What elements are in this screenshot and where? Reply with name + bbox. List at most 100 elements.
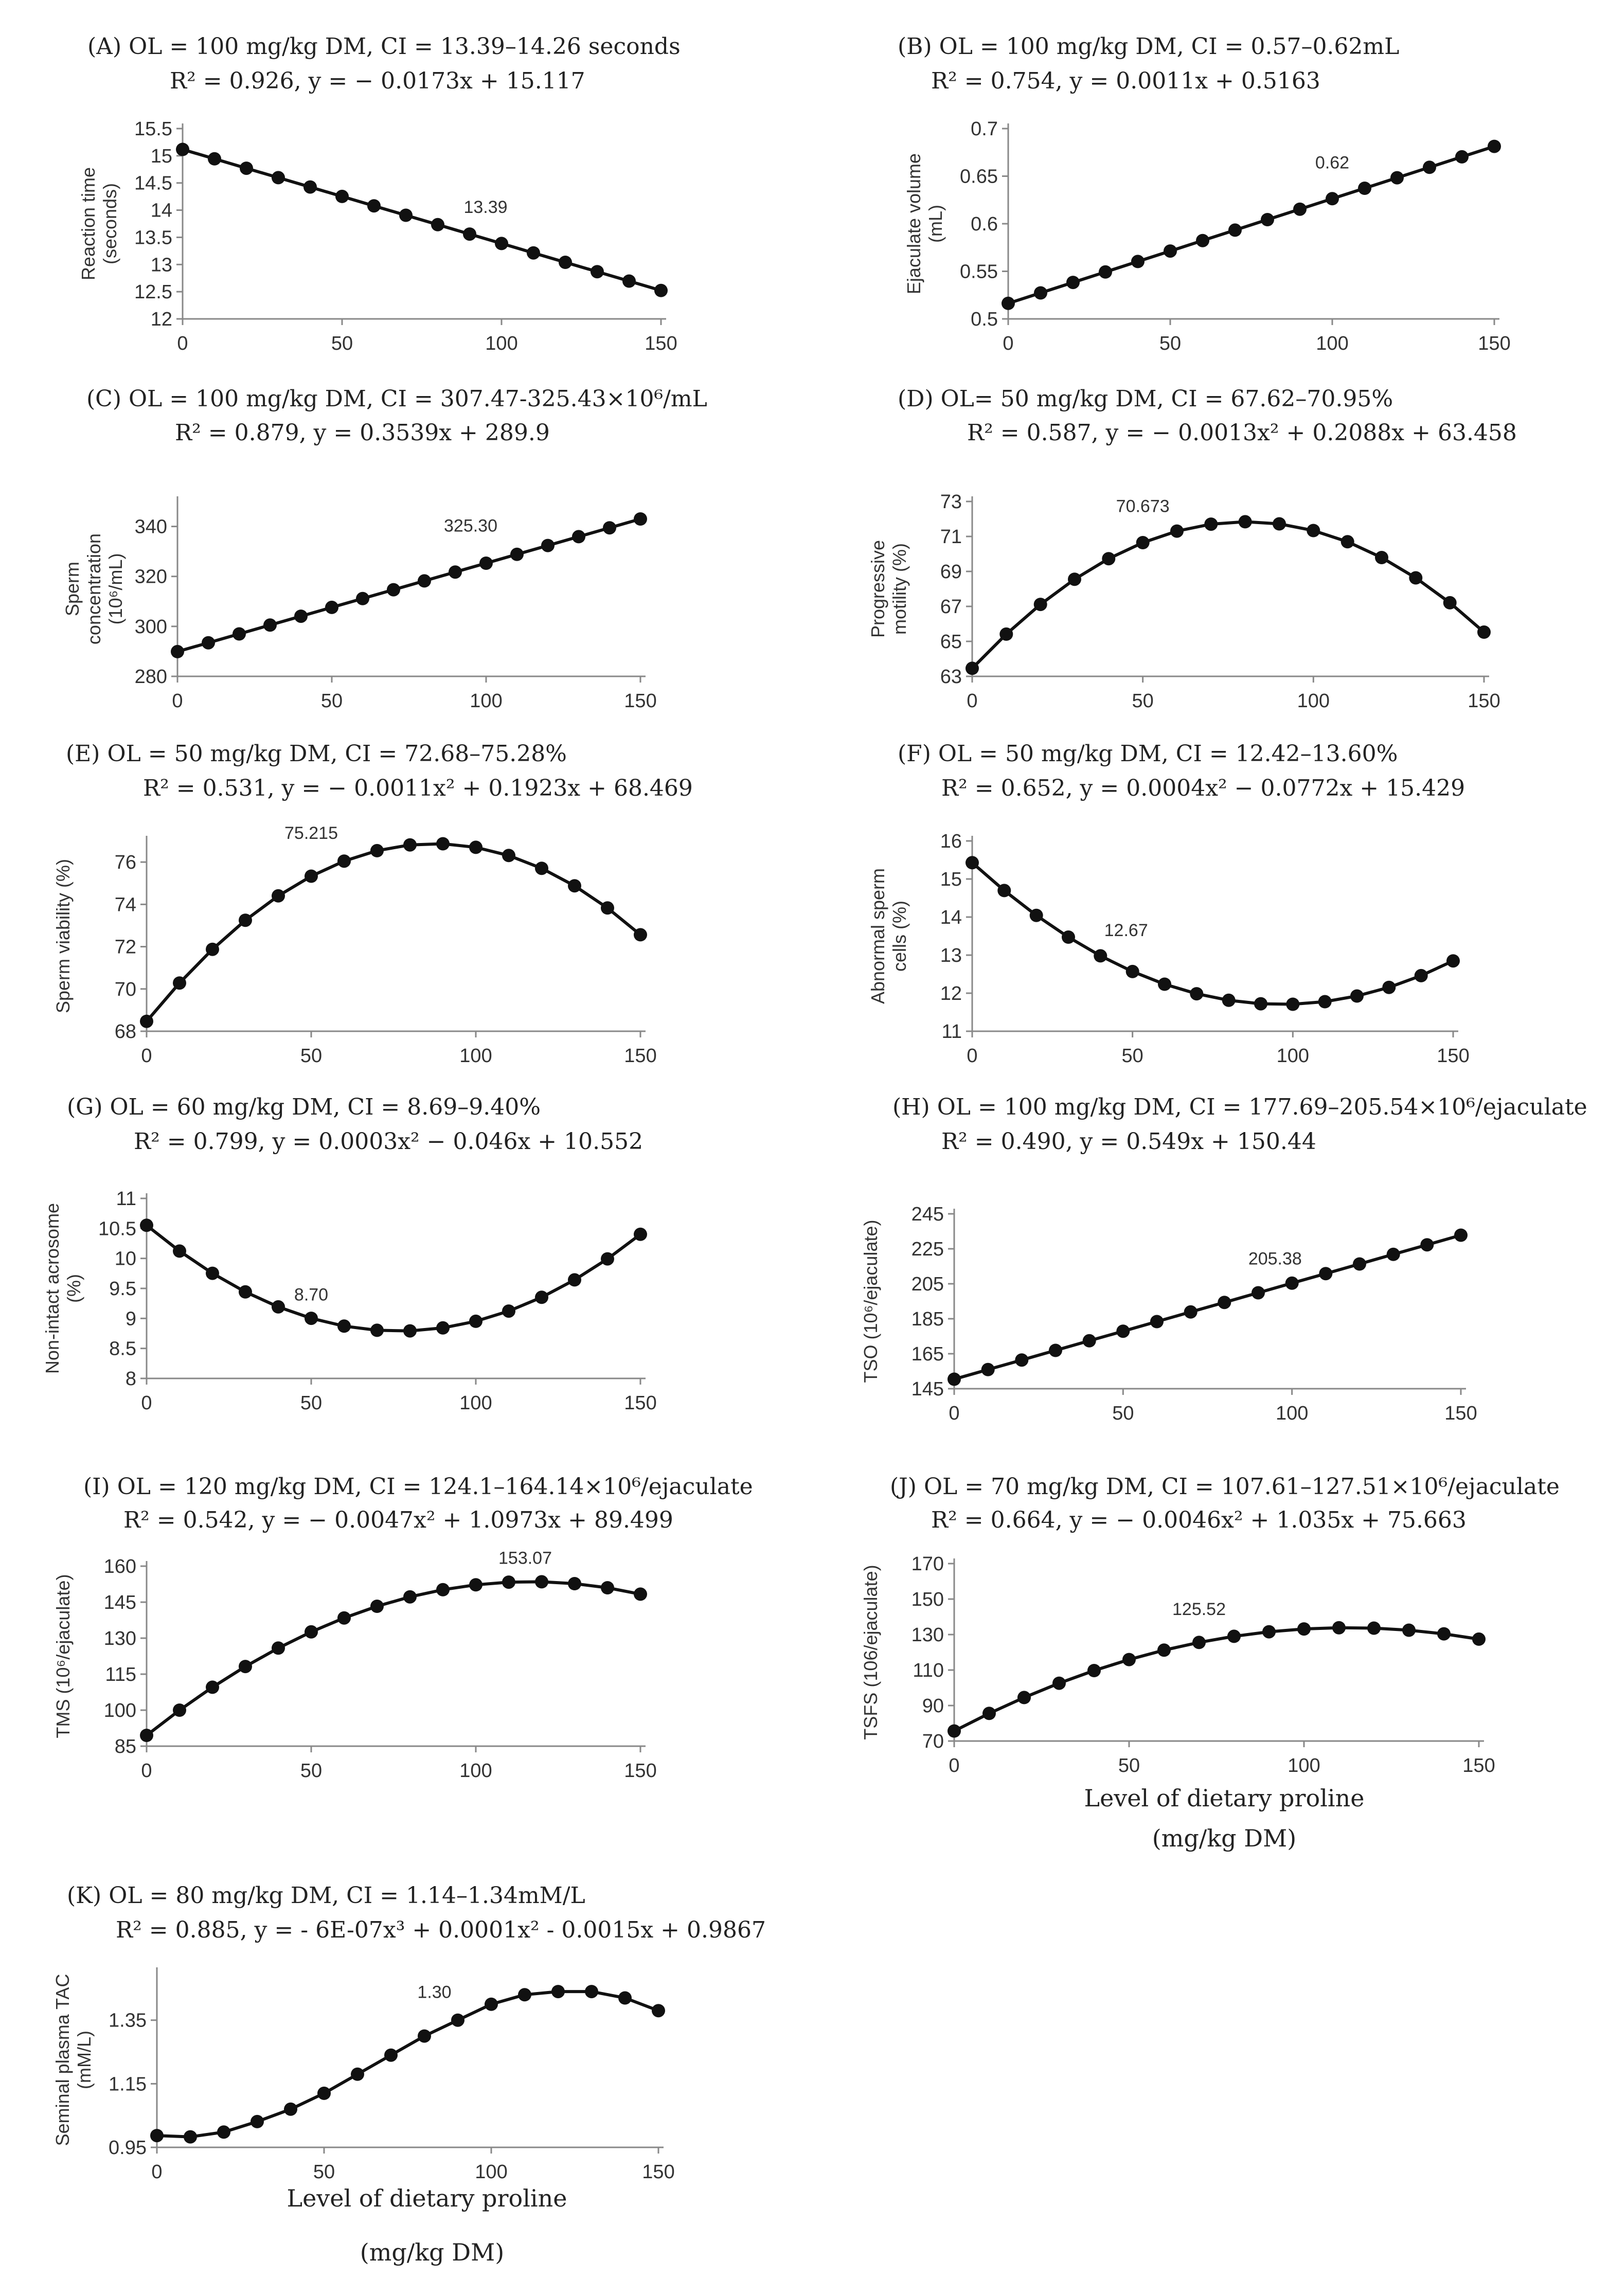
panel-i-data-point bbox=[239, 1660, 252, 1674]
panel-b-data-point bbox=[1390, 171, 1404, 185]
panel-h-data-point bbox=[1049, 1343, 1062, 1357]
panel-h-ytick-label: 145 bbox=[911, 1378, 944, 1400]
panel-a-ytick-label: 13.5 bbox=[134, 227, 172, 248]
panel-j: (J) OL = 70 mg/kg DM, CI = 107.61–127.51… bbox=[860, 1474, 1560, 1852]
panel-i-ylabel: TMS (10⁶/ejaculate) bbox=[52, 1574, 74, 1738]
panel-k-xtick-label: 50 bbox=[313, 2161, 335, 2183]
panel-c-data-point bbox=[325, 600, 338, 614]
panel-b-ytick-label: 0.6 bbox=[971, 213, 998, 235]
panel-j-data-point bbox=[1332, 1621, 1346, 1635]
panel-h-data-point bbox=[1082, 1334, 1096, 1348]
panel-b-data-point bbox=[1034, 286, 1047, 300]
panel-b-data-point bbox=[1131, 255, 1145, 268]
panel-g-data-point bbox=[436, 1321, 450, 1335]
panel-c-data-point bbox=[418, 574, 431, 588]
panel-h-ytick-label: 165 bbox=[911, 1343, 944, 1365]
panel-d-data-point bbox=[1170, 524, 1184, 538]
panel-j-data-point bbox=[1297, 1622, 1311, 1636]
panel-f-data-point bbox=[997, 884, 1011, 898]
panel-f-data-point bbox=[1254, 997, 1267, 1011]
panel-f-xtick-label: 50 bbox=[1122, 1045, 1143, 1067]
panel-b-ytick-label: 0.65 bbox=[960, 166, 998, 188]
panel-i-data-point bbox=[140, 1729, 153, 1742]
panel-g-data-point bbox=[140, 1218, 153, 1232]
panel-d-ytick-label: 67 bbox=[940, 596, 962, 618]
panel-d-data-point bbox=[1273, 517, 1286, 531]
panel-d-ytick-label: 69 bbox=[940, 561, 962, 583]
panel-g-xtick-label: 50 bbox=[300, 1392, 322, 1414]
panel-a-ylabel: (seconds) bbox=[99, 183, 120, 264]
panel-b-ytick-label: 0.55 bbox=[960, 261, 998, 283]
panel-c-data-point bbox=[510, 547, 524, 561]
panel-h-data-point bbox=[1420, 1238, 1434, 1252]
panel-i-data-point bbox=[206, 1680, 219, 1694]
panel-k-data-point bbox=[652, 2004, 665, 2018]
panel-b-xtick-label: 100 bbox=[1316, 333, 1348, 354]
panel-k-subtitle: R² = 0.885, y = - 6E-07x³ + 0.0001x² - 0… bbox=[116, 1917, 766, 1943]
panel-k-data-point bbox=[351, 2067, 364, 2081]
panel-d-data-point bbox=[1238, 515, 1252, 529]
panel-a-data-point bbox=[495, 237, 508, 250]
panel-e-xtick-label: 0 bbox=[141, 1045, 152, 1067]
panel-d-series-line bbox=[971, 520, 1485, 670]
panel-h-data-point bbox=[981, 1362, 995, 1376]
panel-a-data-point bbox=[399, 208, 413, 222]
panel-h-xtick-label: 100 bbox=[1276, 1403, 1308, 1424]
panel-k-data-point bbox=[618, 1991, 632, 2005]
panel-b-data-point bbox=[1358, 182, 1371, 195]
panel-g-data-point bbox=[568, 1273, 581, 1287]
panel-a-data-point bbox=[463, 227, 476, 241]
panel-i-data-point bbox=[305, 1625, 318, 1639]
panel-f-data-point bbox=[1382, 980, 1396, 994]
panel-g-data-point bbox=[502, 1304, 515, 1318]
panel-c-data-point bbox=[572, 530, 585, 544]
panel-h-data-point bbox=[1252, 1286, 1265, 1300]
panel-c-ylabel: (10⁶/mL) bbox=[105, 553, 126, 625]
panel-i-data-point bbox=[634, 1587, 647, 1601]
panel-k: (K) OL = 80 mg/kg DM, CI = 1.14–1.34mM/L… bbox=[52, 1882, 766, 2266]
panel-c-data-point bbox=[233, 627, 246, 641]
panel-b-data-point bbox=[1261, 213, 1274, 226]
panel-k-ytick-label: 0.95 bbox=[109, 2137, 147, 2159]
panel-e-xtick-label: 50 bbox=[300, 1045, 322, 1067]
panel-b-data-point bbox=[1002, 296, 1015, 310]
panel-a-ytick-label: 15 bbox=[151, 146, 172, 167]
panel-b-data-point bbox=[1488, 139, 1501, 153]
panel-f-data-point bbox=[1414, 968, 1428, 982]
panel-d-data-point bbox=[1307, 524, 1320, 537]
panel-d-subtitle: R² = 0.587, y = − 0.0013x² + 0.2088x + 6… bbox=[967, 420, 1517, 446]
panel-a-ytick-label: 13 bbox=[151, 254, 172, 276]
panel-a-data-point bbox=[208, 152, 221, 166]
panel-k-ylabel: Seminal plasma TAC bbox=[52, 1974, 73, 2146]
panel-i-data-point bbox=[469, 1578, 482, 1592]
panel-e-data-point bbox=[403, 838, 417, 852]
panel-i-ytick-label: 100 bbox=[104, 1700, 136, 1721]
panel-e-xtick-label: 100 bbox=[459, 1045, 492, 1067]
panel-k-data-point bbox=[585, 1985, 598, 1999]
panel-d-ylabel: Progressive bbox=[867, 540, 888, 638]
panel-i-title: (I) OL = 120 mg/kg DM, CI = 124.1–164.14… bbox=[83, 1474, 753, 1500]
panel-j-xtick-label: 150 bbox=[1462, 1755, 1495, 1777]
panel-a-data-point bbox=[240, 162, 253, 175]
panel-b-annotation: 0.62 bbox=[1315, 153, 1349, 173]
panel-g-ylabel: Non-intact acrosome bbox=[42, 1203, 63, 1374]
panel-d-ytick-label: 73 bbox=[940, 491, 962, 513]
panel-g-subtitle: R² = 0.799, y = 0.0003x² − 0.046x + 10.5… bbox=[134, 1128, 643, 1155]
panel-e-data-point bbox=[239, 913, 252, 927]
panel-e-series-line bbox=[145, 842, 641, 1023]
panel-a-data-point bbox=[654, 283, 668, 297]
panel-f-data-point bbox=[1446, 954, 1460, 968]
panel-c-ylabel: Sperm bbox=[62, 562, 83, 616]
panel-i-xtick-label: 150 bbox=[624, 1760, 656, 1782]
panel-j-xlabel: (mg/kg DM) bbox=[1152, 1824, 1296, 1852]
panel-a-xtick-label: 50 bbox=[331, 333, 353, 354]
panel-a-data-point bbox=[559, 256, 572, 269]
panel-f-data-point bbox=[1222, 993, 1236, 1007]
panel-d-ytick-label: 63 bbox=[940, 666, 962, 688]
panel-h-xtick-label: 0 bbox=[949, 1403, 959, 1424]
panel-h-data-point bbox=[1116, 1324, 1130, 1338]
panel-a-xtick-label: 0 bbox=[177, 333, 188, 354]
panel-k-data-point bbox=[217, 2125, 230, 2139]
panel-h-subtitle: R² = 0.490, y = 0.549x + 150.44 bbox=[941, 1128, 1316, 1155]
panel-e-title: (E) OL = 50 mg/kg DM, CI = 72.68–75.28% bbox=[66, 741, 567, 767]
